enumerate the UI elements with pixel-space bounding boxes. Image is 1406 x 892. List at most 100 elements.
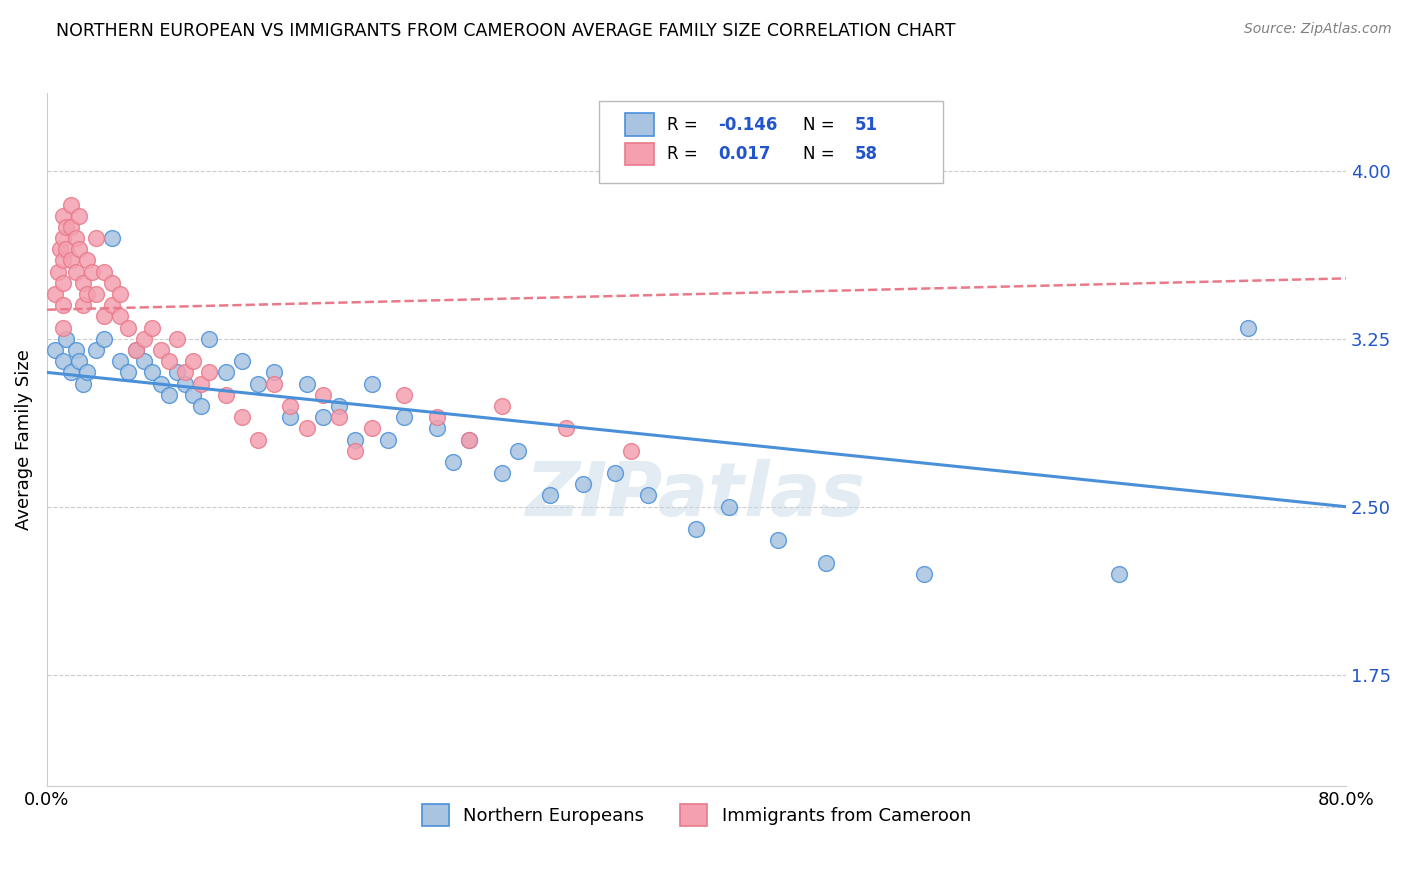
Point	[166, 365, 188, 379]
Point	[67, 209, 90, 223]
Point	[458, 433, 481, 447]
Text: N =: N =	[803, 145, 839, 162]
Point	[72, 276, 94, 290]
Point	[108, 287, 131, 301]
Point	[149, 343, 172, 357]
Point	[605, 466, 627, 480]
Point	[76, 365, 98, 379]
Point	[458, 433, 481, 447]
Point	[117, 365, 139, 379]
Point	[141, 365, 163, 379]
Point	[246, 376, 269, 391]
Point	[1108, 566, 1130, 581]
Point	[52, 320, 75, 334]
Point	[44, 287, 66, 301]
Point	[190, 376, 212, 391]
Point	[620, 443, 643, 458]
FancyBboxPatch shape	[624, 143, 654, 165]
Point	[392, 388, 415, 402]
Point	[1237, 320, 1260, 334]
Point	[190, 399, 212, 413]
Point	[181, 354, 204, 368]
Point	[312, 388, 335, 402]
Point	[766, 533, 789, 548]
Point	[52, 298, 75, 312]
Point	[141, 320, 163, 334]
Point	[377, 433, 399, 447]
Text: R =: R =	[666, 145, 703, 162]
Point	[65, 265, 87, 279]
Point	[912, 566, 935, 581]
Point	[84, 231, 107, 245]
Point	[93, 265, 115, 279]
Point	[108, 310, 131, 324]
Point	[65, 231, 87, 245]
Point	[198, 365, 221, 379]
Y-axis label: Average Family Size: Average Family Size	[15, 349, 32, 530]
Point	[76, 253, 98, 268]
Point	[93, 310, 115, 324]
Point	[101, 276, 124, 290]
Point	[93, 332, 115, 346]
Text: NORTHERN EUROPEAN VS IMMIGRANTS FROM CAMEROON AVERAGE FAMILY SIZE CORRELATION CH: NORTHERN EUROPEAN VS IMMIGRANTS FROM CAM…	[56, 22, 956, 40]
Point	[426, 421, 449, 435]
Point	[52, 354, 75, 368]
Point	[360, 376, 382, 391]
Point	[441, 455, 464, 469]
Point	[72, 298, 94, 312]
Point	[101, 298, 124, 312]
Point	[65, 343, 87, 357]
Text: 0.017: 0.017	[718, 145, 770, 162]
Point	[555, 421, 578, 435]
Point	[174, 365, 197, 379]
Point	[491, 466, 513, 480]
Point	[246, 433, 269, 447]
Point	[344, 433, 367, 447]
Point	[46, 265, 69, 279]
Point	[637, 488, 659, 502]
Text: R =: R =	[666, 116, 703, 134]
Point	[84, 343, 107, 357]
Text: 58: 58	[855, 145, 877, 162]
FancyBboxPatch shape	[599, 101, 943, 183]
Point	[157, 354, 180, 368]
FancyBboxPatch shape	[624, 113, 654, 136]
Point	[280, 410, 302, 425]
Point	[312, 410, 335, 425]
Point	[538, 488, 561, 502]
Point	[125, 343, 148, 357]
Point	[506, 443, 529, 458]
Point	[344, 443, 367, 458]
Point	[231, 354, 253, 368]
Point	[60, 253, 83, 268]
Point	[108, 354, 131, 368]
Point	[571, 477, 593, 491]
Point	[198, 332, 221, 346]
Point	[82, 265, 104, 279]
Point	[101, 231, 124, 245]
Point	[166, 332, 188, 346]
Point	[60, 197, 83, 211]
Point	[360, 421, 382, 435]
Point	[392, 410, 415, 425]
Point	[328, 399, 350, 413]
Point	[55, 332, 77, 346]
Point	[426, 410, 449, 425]
Point	[157, 388, 180, 402]
Point	[174, 376, 197, 391]
Point	[149, 376, 172, 391]
Point	[280, 399, 302, 413]
Point	[76, 287, 98, 301]
Point	[60, 219, 83, 234]
Point	[55, 242, 77, 256]
Point	[717, 500, 740, 514]
Point	[295, 376, 318, 391]
Point	[125, 343, 148, 357]
Point	[328, 410, 350, 425]
Text: N =: N =	[803, 116, 839, 134]
Point	[84, 287, 107, 301]
Point	[55, 219, 77, 234]
Point	[295, 421, 318, 435]
Point	[60, 365, 83, 379]
Text: Source: ZipAtlas.com: Source: ZipAtlas.com	[1244, 22, 1392, 37]
